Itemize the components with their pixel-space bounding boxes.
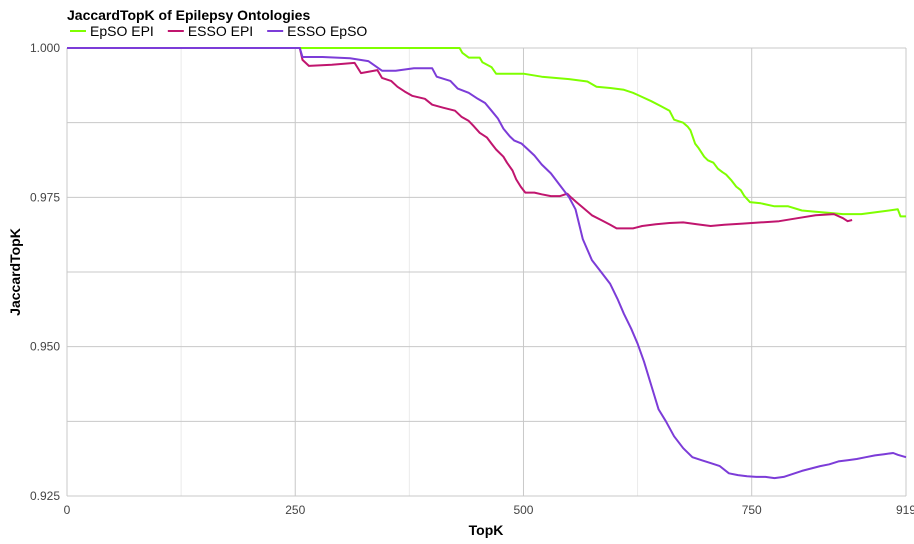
legend-label: ESSO EPI <box>188 23 253 39</box>
x-tick-label: 250 <box>285 503 305 517</box>
legend-label: EpSO EPI <box>90 23 154 39</box>
series-line-esso-epi <box>67 47 853 230</box>
legend-item: ESSO EPI <box>167 23 253 39</box>
x-tick-label: 750 <box>742 503 762 517</box>
x-axis-tick-labels: 0 250 500 750 919 <box>64 503 914 517</box>
x-tick-label: 0 <box>64 503 71 517</box>
y-tick-label: 1.000 <box>30 41 60 55</box>
x-tick-label: 919 <box>896 503 914 517</box>
series-line-esso-epso <box>67 47 907 480</box>
series-layer <box>67 47 907 480</box>
y-tick-label: 0.925 <box>30 489 60 503</box>
series-line-epso-epi <box>67 47 906 218</box>
y-tick-label: 0.975 <box>30 190 60 204</box>
y-axis-tick-labels: 0.925 0.950 0.975 1.000 <box>30 41 60 503</box>
legend: EpSO EPI ESSO EPI ESSO EpSO <box>70 23 367 39</box>
x-axis-title: TopK <box>469 522 504 538</box>
grid <box>66 47 907 497</box>
y-axis-title: JaccardTopK <box>7 228 23 316</box>
chart-title: JaccardTopK of Epilepsy Ontologies <box>67 7 310 23</box>
legend-item: EpSO EPI <box>70 23 154 39</box>
legend-item: ESSO EpSO <box>267 23 367 39</box>
y-tick-label: 0.950 <box>30 340 60 354</box>
x-tick-label: 500 <box>513 503 533 517</box>
legend-label: ESSO EpSO <box>287 23 367 39</box>
